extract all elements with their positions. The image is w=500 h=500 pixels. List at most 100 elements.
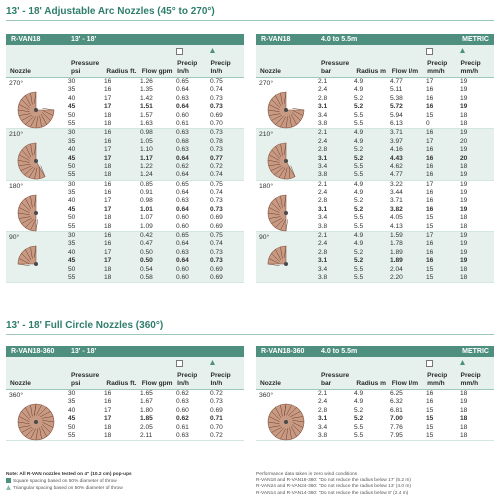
triangle-spacing-icon	[210, 48, 217, 54]
nozzle-group: 360° 30 16 1.65 0.62 0.72 35 16 1.67 0.63 0.73 40 17…	[6, 390, 244, 442]
nozzle-arc-icon	[17, 403, 55, 441]
table-row: 55 18 1.63 0.61 0.70	[68, 120, 244, 128]
table-cell: 5.5	[354, 273, 364, 281]
table-cell: 0.61	[176, 119, 189, 127]
table-cell: 0.42	[140, 232, 153, 240]
table-cell: 18	[104, 265, 112, 273]
table-cell: 16	[426, 390, 434, 397]
table-cell: 3.44	[390, 189, 403, 197]
table-cell: 35	[68, 398, 76, 406]
table-cell: 19	[460, 257, 468, 265]
table-cell: 3.71	[390, 197, 403, 205]
table-cell: 5.5	[354, 423, 364, 431]
table-cell: 18	[104, 273, 112, 281]
table-row: 2.1 4.9 3.22 17 19	[318, 181, 494, 189]
table-cell: 2.4	[318, 398, 328, 406]
nozzle-icon	[264, 402, 308, 444]
table-cell: 1.01	[140, 205, 153, 213]
nozzle-icon	[264, 90, 308, 132]
column-header-pressure: Pressure bar	[320, 372, 350, 387]
divider	[6, 334, 494, 335]
table-cell: 0.64	[176, 257, 189, 265]
table-cell: 1.26	[140, 78, 153, 85]
table-cell: 19	[460, 197, 468, 205]
table-cell: 1.65	[140, 390, 153, 397]
column-header-pressure: Pressure psi	[70, 372, 100, 387]
table-cell: 1.57	[140, 111, 153, 119]
table-cell: 3.4	[318, 111, 328, 119]
column-header-radius: Radius m	[356, 379, 387, 387]
table-cell: 35	[68, 240, 76, 248]
table-cell: 15	[426, 406, 434, 414]
note-line: Performance data taken in zero wind cond…	[256, 472, 358, 477]
note-line: Square spacing based on 50% diameter of …	[6, 478, 244, 485]
table-cell: 30	[68, 129, 76, 137]
table-cell: 3.4	[318, 162, 328, 170]
table-cell: 0.77	[210, 154, 223, 162]
table-cell: 18	[460, 415, 468, 423]
table-cell: 1.67	[140, 398, 153, 406]
table-cell: 5.5	[354, 222, 364, 230]
table-cell: 5.2	[354, 406, 364, 414]
table-cell: 5.5	[354, 214, 364, 222]
nozzle-arc-icon	[267, 91, 305, 129]
table-row: 2.8 5.2 1.89 16 19	[318, 249, 494, 257]
table-row: 3.4 5.5 7.76 15 18	[318, 424, 494, 432]
column-header-precip_sq: Precip In/h	[177, 60, 198, 75]
table-cell: 0.73	[210, 248, 223, 256]
table-cell: 40	[68, 406, 76, 414]
table-cell: 5.94	[390, 111, 403, 119]
table-cell: 18	[460, 431, 468, 439]
square-spacing-icon	[426, 48, 435, 55]
table-cell: 18	[460, 214, 468, 222]
table-cell: 6.32	[390, 398, 403, 406]
table-row: 3.4 5.5 5.94 15 18	[318, 112, 494, 120]
table-cell: 0.60	[176, 265, 189, 273]
table-cell: 18	[460, 265, 468, 273]
table-cell: 4.9	[354, 189, 364, 197]
table-cell: 1.22	[140, 162, 153, 170]
table-cell: 0.68	[176, 137, 189, 145]
table-cell: 50	[68, 162, 76, 170]
table-row: 35 16 1.35 0.64 0.74	[68, 86, 244, 94]
table-cell: 55	[68, 431, 76, 439]
table-row: 50 18 1.07 0.60 0.69	[68, 214, 244, 222]
table-cell: 16	[104, 240, 112, 248]
table-cell: 40	[68, 248, 76, 256]
table-cell: 0.73	[210, 398, 223, 406]
table-cell: 16	[104, 189, 112, 197]
table-row: 2.1 4.9 3.71 16 19	[318, 129, 494, 137]
column-header-radius: Radius m	[356, 67, 387, 75]
notes-left: Note: All R-VAN nozzles tested on 4" (10…	[6, 472, 244, 492]
nozzle-group: 90° 2.1 4.9 1.59 17 19 2.4 4.9 1.78 16 19 2.8 5.2 1.8…	[256, 232, 494, 284]
table-cell: 18	[460, 119, 468, 127]
table-cell: 2.05	[140, 423, 153, 431]
table-cell: 0.73	[210, 205, 223, 213]
table-row: 2.4 4.9 6.32 16 19	[318, 398, 494, 406]
nozzle-group: 270° 2.1 4.9 4.77 17 19 2.4 4.9 5.11 16 19 2.8 5.2 5.…	[256, 78, 494, 132]
table-cell: 2.1	[318, 390, 328, 397]
table-row: 3.4 5.5 2.04 15 18	[318, 266, 494, 274]
table-row: 2.1 4.9 6.25 16 18	[318, 390, 494, 398]
table-cell: 45	[68, 257, 76, 265]
nozzle-arc-icon	[267, 245, 288, 267]
table-cell: 55	[68, 171, 76, 179]
table-row: 55 18 0.58 0.60 0.69	[68, 274, 244, 282]
nozzle-icon	[14, 193, 58, 235]
table-cell: 45	[68, 103, 76, 111]
table-cell: 17	[104, 103, 112, 111]
table-row: 3.8 5.5 7.95 15 18	[318, 432, 494, 440]
table-cell: 5.2	[354, 205, 364, 213]
table-cell: 1.59	[390, 232, 403, 240]
table-cell: 0.64	[176, 103, 189, 111]
nozzle-arc-icon	[17, 143, 46, 180]
table-cell: 6.13	[390, 119, 403, 127]
table-cell: 0.63	[176, 129, 189, 137]
table-cell: 0.70	[210, 423, 223, 431]
column-header-pressure: Pressure bar	[320, 60, 350, 75]
table-row: 30 16 0.98 0.63 0.73	[68, 129, 244, 137]
column-header-precip_sq: Precip In/h	[177, 372, 198, 387]
table-cell: 0.64	[176, 205, 189, 213]
table-cell: 16	[104, 390, 112, 397]
table-cell: 18	[104, 171, 112, 179]
